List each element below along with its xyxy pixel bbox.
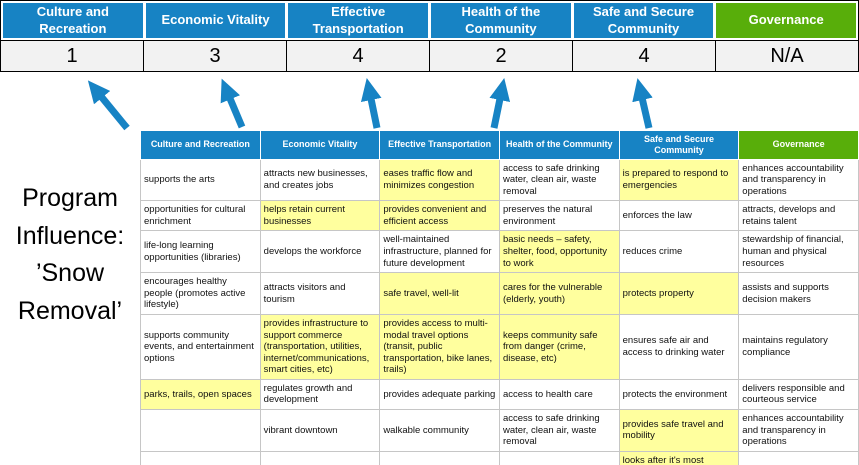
matrix-cell: eases traffic flow and minimizes congest… xyxy=(379,158,500,202)
matrix-cell: reduces crime xyxy=(618,230,740,274)
score-band: 1 3 4 2 4 N/A xyxy=(1,40,858,71)
matrix-cell: enforces the law xyxy=(618,200,740,232)
arrow-culture-and-recreation xyxy=(87,80,130,131)
matrix-cell: assists and supports decision makers xyxy=(738,272,859,315)
arrow-health-of-the-community xyxy=(489,78,511,129)
banner-effective-transportation: Effective Transportation xyxy=(288,3,429,38)
banner-culture-and-recreation: Culture and Recreation xyxy=(3,3,143,38)
arrow-economic-vitality xyxy=(220,78,246,129)
matrix-cell: attracts visitors and tourism xyxy=(259,272,381,315)
score-health-of-the-community: 2 xyxy=(429,41,572,71)
summary-band-headers: Culture and Recreation Economic Vitality… xyxy=(1,1,858,40)
matrix-header-effective-transportation: Effective Transportation xyxy=(379,130,500,160)
matrix-header-health-of-the-community: Health of the Community xyxy=(498,130,620,160)
matrix-cell: attracts, develops and retains talent xyxy=(738,200,859,232)
matrix-cell: provides adequate parking xyxy=(379,378,500,411)
matrix-cell xyxy=(379,450,500,465)
banner-safe-and-secure-community: Safe and Secure Community xyxy=(573,3,714,38)
matrix-cell: attracts new businesses, and creates job… xyxy=(259,158,381,202)
matrix-cell: vibrant downtown xyxy=(259,409,381,452)
banner-health-of-the-community: Health of the Community xyxy=(431,3,571,38)
matrix-cell: access to safe drinking water, clean air… xyxy=(498,409,620,452)
matrix-header-economic-vitality: Economic Vitality xyxy=(259,130,381,160)
arrow-effective-transportation xyxy=(360,78,382,129)
matrix-cell: life-long learning opportunities (librar… xyxy=(140,230,261,274)
matrix-row: opportunities for cultural enrichment hel… xyxy=(140,200,859,232)
matrix-cell: access to health care xyxy=(498,378,620,411)
matrix-cell xyxy=(140,409,261,452)
score-culture-and-recreation: 1 xyxy=(66,44,78,67)
matrix-cell: provides convenient and efficient access xyxy=(379,200,500,232)
matrix-row: supports community events, and entertain… xyxy=(140,313,859,380)
matrix-cell: supports community events, and entertain… xyxy=(140,313,261,380)
arrow-safe-and-secure-community xyxy=(632,78,653,129)
matrix-cell: ensures safe air and access to drinking … xyxy=(618,313,740,380)
matrix-row: encourages healthy people (promotes acti… xyxy=(140,272,859,315)
matrix-cell: parks, trails, open spaces xyxy=(140,378,261,411)
matrix-cell: supports the arts xyxy=(140,158,261,202)
matrix-row: parks, trails, open spaces regulates grow… xyxy=(140,378,859,411)
matrix-row: life-long learning opportunities (librar… xyxy=(140,230,859,274)
score-governance: N/A xyxy=(715,41,858,71)
influence-arrows xyxy=(87,78,653,131)
matrix-cell xyxy=(498,450,620,465)
matrix-cell: is prepared to respond to emergencies xyxy=(618,158,740,202)
matrix-cell: cares for the vulnerable (elderly, youth… xyxy=(498,272,620,315)
matrix-cell: looks after it's most vulnerable xyxy=(618,450,740,465)
matrix-cell: provides infrastructure to support comme… xyxy=(259,313,381,380)
matrix-cell: well-maintained infrastructure, planned … xyxy=(379,230,500,274)
matrix-cell: maintains regulatory compliance xyxy=(738,313,859,380)
matrix-cell: opportunities for cultural enrichment xyxy=(140,200,261,232)
matrix-row: supports the arts attracts new businesses… xyxy=(140,158,859,202)
matrix-header-safe-and-secure-community: Safe and Secure Community xyxy=(618,130,740,160)
matrix-cell: keeps community safe from danger (crime,… xyxy=(498,313,620,380)
matrix-cell: provides access to multi-modal travel op… xyxy=(379,313,500,380)
matrix-cell: encourages healthy people (promotes acti… xyxy=(140,272,261,315)
matrix-cell: protects property xyxy=(618,272,740,315)
matrix-header-row: Culture and Recreation Economic Vitality… xyxy=(140,130,859,160)
matrix-cell: walkable community xyxy=(379,409,500,452)
matrix-cell: enhances accountability and transparency… xyxy=(738,409,859,452)
matrix-cell: enhances accountability and transparency… xyxy=(738,158,859,202)
score-safe-and-secure-community: 4 xyxy=(572,41,715,71)
matrix-cell: provides safe travel and mobility xyxy=(618,409,740,452)
summary-band: Culture and Recreation Economic Vitality… xyxy=(0,0,859,72)
matrix-cell: preserves the natural environment xyxy=(498,200,620,232)
matrix-cell: regulates growth and development xyxy=(259,378,381,411)
matrix-cell xyxy=(259,450,381,465)
matrix-row: vibrant downtown walkable community access… xyxy=(140,409,859,452)
matrix-cell: develops the workforce xyxy=(259,230,381,274)
matrix-cell: basic needs – safety, shelter, food, opp… xyxy=(498,230,620,274)
matrix-header-governance: Governance xyxy=(738,130,859,160)
matrix-cell xyxy=(140,450,261,465)
banner-economic-vitality: Economic Vitality xyxy=(145,3,286,38)
matrix-cell: safe travel, well-lit xyxy=(379,272,500,315)
matrix-cell: protects the environment xyxy=(618,378,740,411)
matrix-cell: delivers responsible and courteous servi… xyxy=(738,378,859,411)
matrix-cell: stewardship of financial, human and phys… xyxy=(738,230,859,274)
score-effective-transportation: 4 xyxy=(286,41,429,71)
banner-governance: Governance xyxy=(716,3,857,38)
matrix-header-culture-and-recreation: Culture and Recreation xyxy=(140,130,261,160)
matrix-cell: helps retain current businesses xyxy=(259,200,381,232)
score-economic-vitality: 3 xyxy=(143,41,286,71)
matrix-cell: access to safe drinking water, clean air… xyxy=(498,158,620,202)
program-influence-title: Program Influence: ’Snow Removal’ xyxy=(15,184,125,325)
influence-matrix: Culture and Recreation Economic Vitality… xyxy=(140,130,859,465)
matrix-body: supports the arts attracts new businesses… xyxy=(140,158,859,465)
matrix-cell xyxy=(738,450,859,465)
matrix-row: looks after it's most vulnerable xyxy=(140,450,859,465)
